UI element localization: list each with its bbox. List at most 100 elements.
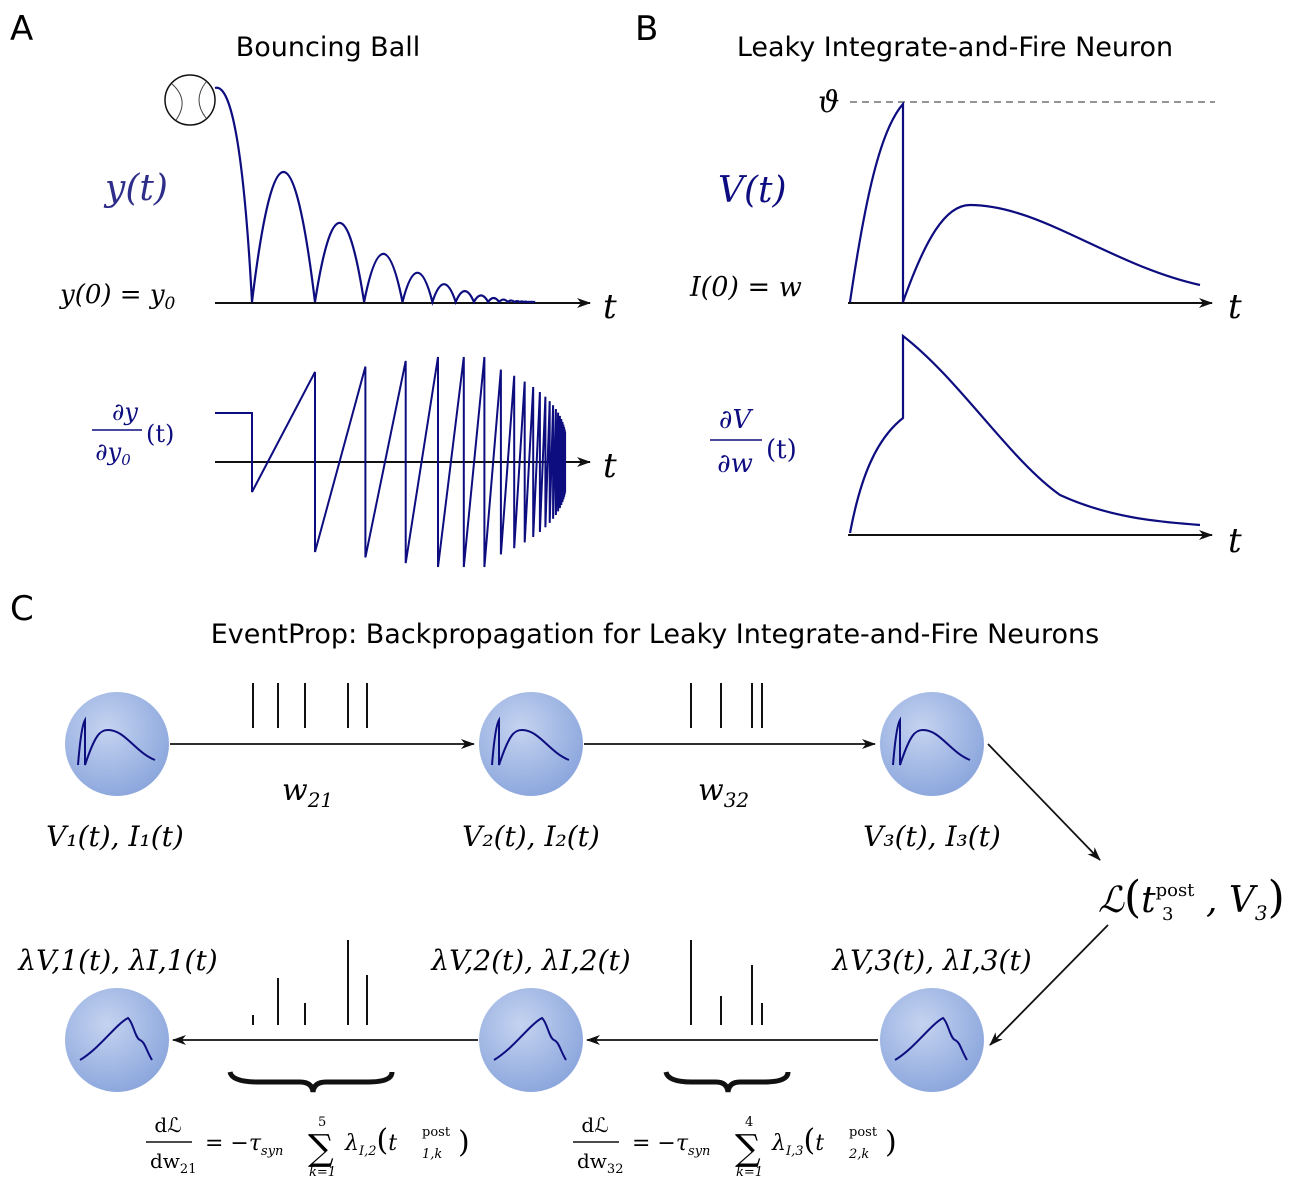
grad-a-num: ∂y <box>112 398 138 426</box>
bouncing-ball-trajectory <box>214 86 536 306</box>
grad1-den-sub: 21 <box>180 1162 197 1177</box>
backward-neuron-1 <box>65 988 169 1092</box>
svg-text:, V3): , V3) <box>1206 872 1285 925</box>
svg-text:∂y0: ∂y0 <box>95 438 131 469</box>
grad2-tpost-sup: post <box>849 1125 878 1140</box>
panel-c-letter: C <box>10 589 34 629</box>
forward-state-1: V₁(t), I₁(t) <box>46 820 184 853</box>
svg-text:= −τsyn: = −τsyn <box>632 1131 710 1159</box>
grad1-upper: 5 <box>318 1115 326 1130</box>
backward-spike-train-1 <box>252 940 368 1025</box>
panel-a-title: Bouncing Ball <box>236 32 421 63</box>
backward-state-2: λV,2(t), λI,2(t) <box>430 944 630 977</box>
backward-state-3: λV,3(t), λI,3(t) <box>831 944 1031 977</box>
brace-2 <box>663 1071 791 1093</box>
grad1-tpost-sub: 1,k <box>422 1147 442 1162</box>
neuron-body <box>479 692 583 796</box>
neuron-potential-trace <box>77 716 156 766</box>
neuron-potential-trace <box>892 716 971 766</box>
grad-b-den: ∂w <box>717 449 753 479</box>
grad2-lam-sub: I,3 <box>785 1144 804 1159</box>
grad2-close: ) <box>885 1125 897 1160</box>
adjoint-trace <box>493 1016 567 1061</box>
grad-a-den-sub: 0 <box>121 451 131 469</box>
brace-1 <box>227 1071 395 1093</box>
svg-text:dw21: dw21 <box>150 1149 196 1177</box>
adjoint-trace <box>894 1016 968 1061</box>
weight-32: w <box>698 773 724 808</box>
forward-spike-train-1 <box>252 683 368 728</box>
grad1-sum: ∑ <box>308 1128 334 1169</box>
neuron-body <box>65 692 169 796</box>
grad1-den: dw <box>150 1149 180 1173</box>
panel-b: B Leaky Integrate-and-Fire Neuron ϑ V(t)… <box>635 9 1242 561</box>
svg-text:w21: w21 <box>282 773 333 812</box>
grad2-lam: λ <box>771 1131 786 1156</box>
neuron-body <box>880 988 984 1092</box>
ball-gradient-curve <box>215 356 567 568</box>
grad2-lower: k=1 <box>736 1165 763 1179</box>
svg-text:λI,3(t: λI,3(t <box>771 1123 824 1159</box>
t-label-b-bottom: t <box>1228 521 1242 561</box>
weight-gradient-2: dℒ dw32 = −τsyn 4 ∑ k=1 λI,3(t post 2,k … <box>573 1113 897 1179</box>
grad2-tau-sub: syn <box>688 1144 710 1159</box>
forward-state-3: V₃(t), I₃(t) <box>863 820 1001 853</box>
grad1-num: dℒ <box>154 1113 181 1137</box>
weight-21: w <box>282 773 308 808</box>
forward-spike-train-2 <box>690 683 763 728</box>
loss-sup: post <box>1156 880 1196 901</box>
neuron-body <box>65 988 169 1092</box>
neuron-body <box>479 988 583 1092</box>
grad2-t: t <box>815 1131 824 1156</box>
arrow-from-loss <box>989 924 1109 1046</box>
loss-rest: , V <box>1206 880 1259 921</box>
grad-label-a: ∂y ∂y0 (t) <box>92 398 174 469</box>
grad2-sum: ∑ <box>735 1128 761 1169</box>
neuron-potential-trace <box>491 716 570 766</box>
t-label-a-top: t <box>603 287 617 327</box>
panel-b-letter: B <box>635 9 658 49</box>
forward-neuron-2 <box>479 692 583 796</box>
panel-c: C EventProp: Backpropagation for Leaky I… <box>10 589 1285 1179</box>
forward-state-2: V₂(t), I₂(t) <box>462 820 600 853</box>
weight-32-sub: 32 <box>724 788 749 812</box>
adjoint-trace <box>79 1016 153 1061</box>
membrane-potential-curve <box>848 101 1201 303</box>
weight-21-sub: 21 <box>307 788 333 812</box>
forward-neuron-3 <box>880 692 984 796</box>
voltage-gradient-curve <box>848 333 1201 534</box>
y0-text: y(0) = y <box>59 280 165 310</box>
grad1-tpost-sup: post <box>422 1125 451 1140</box>
t-label-b-top: t <box>1228 287 1242 327</box>
grad-b-arg: (t) <box>766 435 797 465</box>
grad2-upper: 4 <box>745 1115 753 1130</box>
weight-gradient-1: dℒ dw21 = −τsyn 5 ∑ k=1 λI,2(t post 1,k … <box>146 1113 470 1179</box>
loss-rest-sub: 3 <box>1255 901 1268 925</box>
grad1-close: ) <box>458 1125 470 1160</box>
svg-text:= −τsyn: = −τsyn <box>205 1131 283 1159</box>
loss-t: t <box>1141 880 1156 921</box>
panel-b-title: Leaky Integrate-and-Fire Neuron <box>737 32 1173 63</box>
y0-sub: 0 <box>165 294 176 314</box>
grad1-tau-sub: syn <box>261 1144 283 1159</box>
y0-label: y(0) = y0 <box>59 280 176 314</box>
backward-state-1: λV,1(t), λI,1(t) <box>17 944 217 977</box>
loss-sub: 3 <box>1162 904 1173 925</box>
grad-b-num: ∂V <box>719 405 753 435</box>
grad1-lower: k=1 <box>309 1165 336 1179</box>
svg-text:w32: w32 <box>698 773 749 812</box>
neuron-body <box>880 692 984 796</box>
panel-a: A Bouncing Ball y(t) y(0) = y0 t ∂y ∂y0 … <box>10 9 617 568</box>
grad2-den: dw <box>577 1149 607 1173</box>
grad1-lam-sub: I,2 <box>358 1144 377 1159</box>
grad1-eq: = −τ <box>205 1131 262 1156</box>
grad2-num: dℒ <box>581 1113 608 1137</box>
svg-text:λI,2(t: λI,2(t <box>344 1123 397 1159</box>
svg-text:y(0) = y0: y(0) = y0 <box>59 280 176 314</box>
grad2-eq: = −τ <box>632 1131 689 1156</box>
grad2-tpost-sub: 2,k <box>848 1147 869 1162</box>
grad-label-b: ∂V ∂w (t) <box>710 405 797 479</box>
grad1-lam: λ <box>344 1131 359 1156</box>
grad1-t: t <box>388 1131 397 1156</box>
